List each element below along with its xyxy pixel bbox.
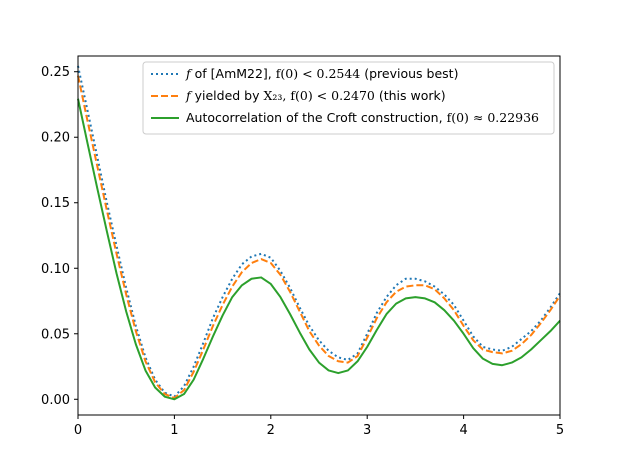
legend-x23-f: f: [185, 88, 193, 103]
plot-frame: [77, 55, 561, 416]
x-tick-label: 3: [363, 423, 371, 438]
legend-amm22-text1: of [AmM22],: [191, 66, 276, 81]
x-tick-label: 0: [74, 423, 82, 438]
x-axis: 0 1 2 3 4 5: [74, 415, 564, 438]
y-axis: 0.00 0.05 0.10 0.15 0.20 0.25: [41, 65, 78, 408]
x-tick-label: 2: [267, 423, 275, 438]
x-tick-label: 1: [170, 423, 178, 438]
legend-croft-text1: Autocorrelation of the Croft constructio…: [186, 110, 447, 125]
y-tick-label: 0.00: [41, 393, 70, 408]
x-tick-label: 4: [459, 423, 467, 438]
legend-amm22-math: f(0) < 0.2544: [276, 66, 361, 81]
x-tick-label: 5: [556, 423, 564, 438]
series-line-croft: [77, 98, 561, 401]
y-tick-label: 0.15: [41, 196, 70, 211]
y-tick-label: 0.25: [41, 65, 70, 80]
legend-amm22-text2: (previous best): [360, 66, 458, 81]
y-tick-label: 0.05: [41, 327, 70, 342]
legend-entry-amm22: f of [AmM22], f(0) < 0.2544 (previous be…: [185, 66, 458, 81]
legend-x23-text2: (this work): [375, 88, 446, 103]
legend-x23-math: X₂₃, f(0) < 0.2470: [264, 88, 375, 103]
legend-entry-croft: Autocorrelation of the Croft constructio…: [186, 110, 539, 125]
legend-x23-text1: yielded by: [191, 88, 264, 103]
legend-croft-math: f(0) ≈ 0.22936: [447, 110, 539, 125]
series-layer: [77, 65, 561, 401]
series-line-x23: [77, 75, 561, 399]
legend-box: [142, 61, 555, 135]
y-tick-label: 0.10: [41, 262, 70, 277]
legend: f of [AmM22], f(0) < 0.2544 (previous be…: [142, 61, 555, 135]
y-tick-label: 0.20: [41, 131, 70, 146]
legend-entry-x23: f yielded by X₂₃, f(0) < 0.2470 (this wo…: [185, 88, 446, 103]
legend-amm22-f: f: [185, 66, 193, 81]
